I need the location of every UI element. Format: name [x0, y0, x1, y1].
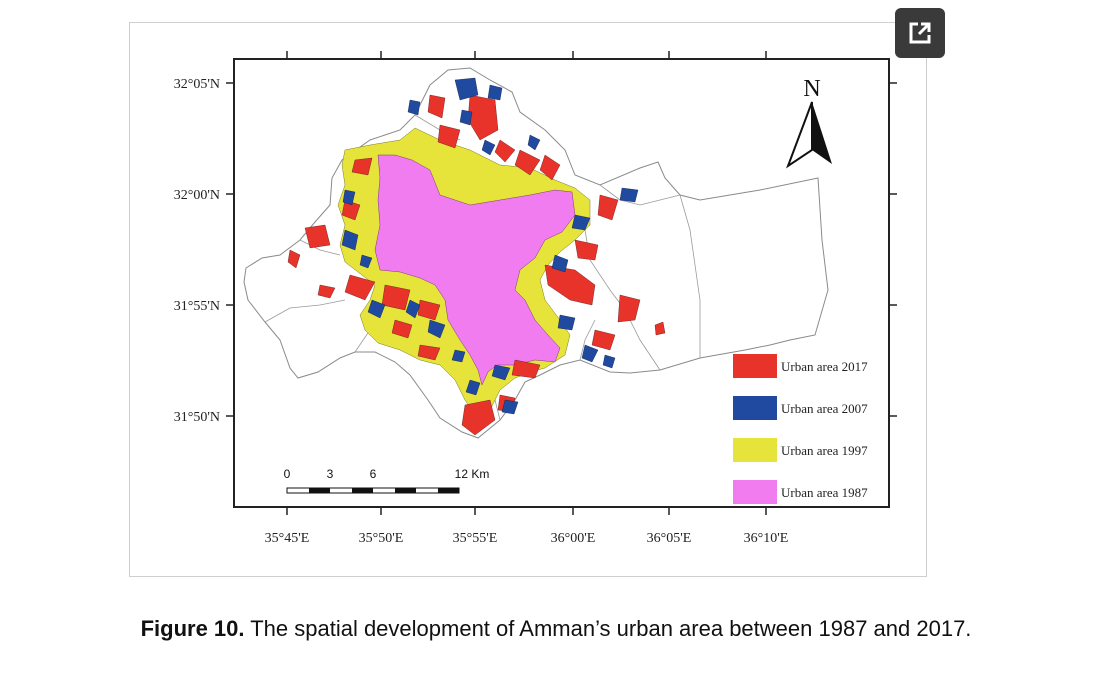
legend-swatch-1997	[733, 438, 777, 462]
lat-label: 32°00'N	[174, 188, 220, 203]
legend-swatch-1987	[733, 480, 777, 504]
figure-caption: Figure 10. The spatial development of Am…	[0, 616, 1112, 642]
scale-tick-label: 0	[284, 467, 291, 481]
north-arrow-left-half	[785, 101, 813, 169]
urban-area-2007-patches	[341, 77, 639, 415]
legend-swatch-2007	[733, 396, 777, 420]
north-arrow: N	[785, 76, 832, 169]
north-label: N	[803, 76, 820, 102]
lat-label: 31°50'N	[174, 410, 220, 425]
external-link-icon	[909, 22, 931, 44]
lat-label: 31°55'N	[174, 299, 220, 314]
scale-bar: 0 3 6 12 Km	[284, 467, 490, 494]
legend-label: Urban area 2017	[781, 359, 868, 374]
lon-label: 36°00'E	[551, 531, 596, 546]
caption-label: Figure 10.	[140, 616, 245, 641]
map-legend: Urban area 2017 Urban area 2007 Urban ar…	[733, 354, 868, 504]
lon-label: 35°50'E	[359, 531, 404, 546]
lon-label: 35°55'E	[453, 531, 498, 546]
caption-text: The spatial development of Amman’s urban…	[244, 616, 972, 641]
legend-label: Urban area 1997	[781, 443, 868, 458]
scale-tick-label: 6	[370, 467, 377, 481]
urban-area-2017-patches	[287, 94, 666, 436]
legend-swatch-2017	[733, 354, 777, 378]
lon-label: 36°10'E	[744, 531, 789, 546]
legend-label: Urban area 2007	[781, 401, 868, 416]
legend-label: Urban area 1987	[781, 485, 868, 500]
north-arrow-right-half	[812, 102, 832, 164]
urban-area-1987	[374, 154, 576, 386]
scale-tick-label: 3	[327, 467, 334, 481]
lon-label: 36°05'E	[647, 531, 692, 546]
lat-label: 32°05'N	[174, 77, 220, 92]
map-ticks	[226, 51, 897, 515]
scale-tick-label: 12 Km	[455, 467, 490, 481]
lon-label: 35°45'E	[265, 531, 310, 546]
expand-button[interactable]	[895, 8, 945, 58]
map-figure: 32°05'N 32°00'N 31°55'N 31°50'N 35°45'E …	[174, 51, 897, 546]
